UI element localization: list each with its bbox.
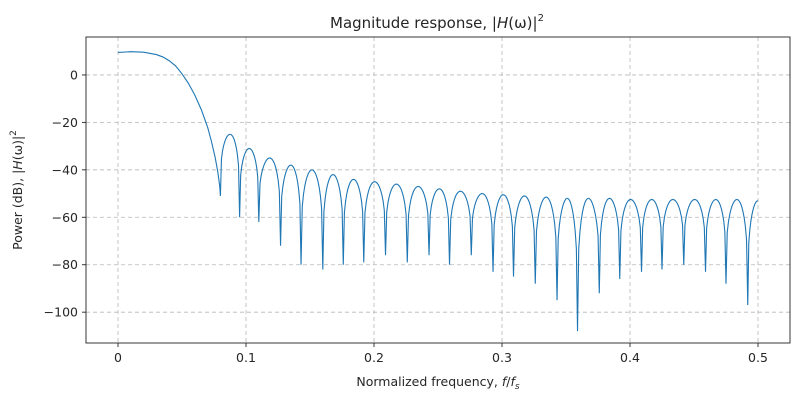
- x-tick-labels: 0 0.1 0.2 0.3 0.4 0.5: [114, 350, 768, 365]
- plot-frame: [85, 36, 791, 344]
- x-tick-label: 0: [114, 350, 122, 365]
- chart-title: Magnitude response, |H(ω)|2: [330, 13, 544, 32]
- y-tick-label: −40: [52, 162, 78, 177]
- x-tick-label: 0.2: [364, 350, 384, 365]
- grid: [86, 37, 790, 343]
- x-tick-label: 0.5: [748, 350, 768, 365]
- axis-ticks: [82, 74, 759, 347]
- y-tick-labels: 0 −20 −40 −60 −80 −100: [44, 67, 78, 319]
- y-tick-label: −80: [52, 257, 78, 272]
- y-tick-label: −100: [44, 305, 78, 320]
- x-tick-label: 0.3: [492, 350, 512, 365]
- y-tick-label: 0: [70, 67, 78, 82]
- x-tick-label: 0.4: [620, 350, 640, 365]
- y-tick-label: −60: [52, 210, 78, 225]
- x-axis-label: Normalized frequency, f/fs: [356, 374, 520, 392]
- y-axis-label: Power (dB), |H(ω)|2: [9, 130, 25, 250]
- y-tick-label: −20: [52, 115, 78, 130]
- x-tick-label: 0.1: [236, 350, 256, 365]
- magnitude-series-line: [117, 51, 759, 332]
